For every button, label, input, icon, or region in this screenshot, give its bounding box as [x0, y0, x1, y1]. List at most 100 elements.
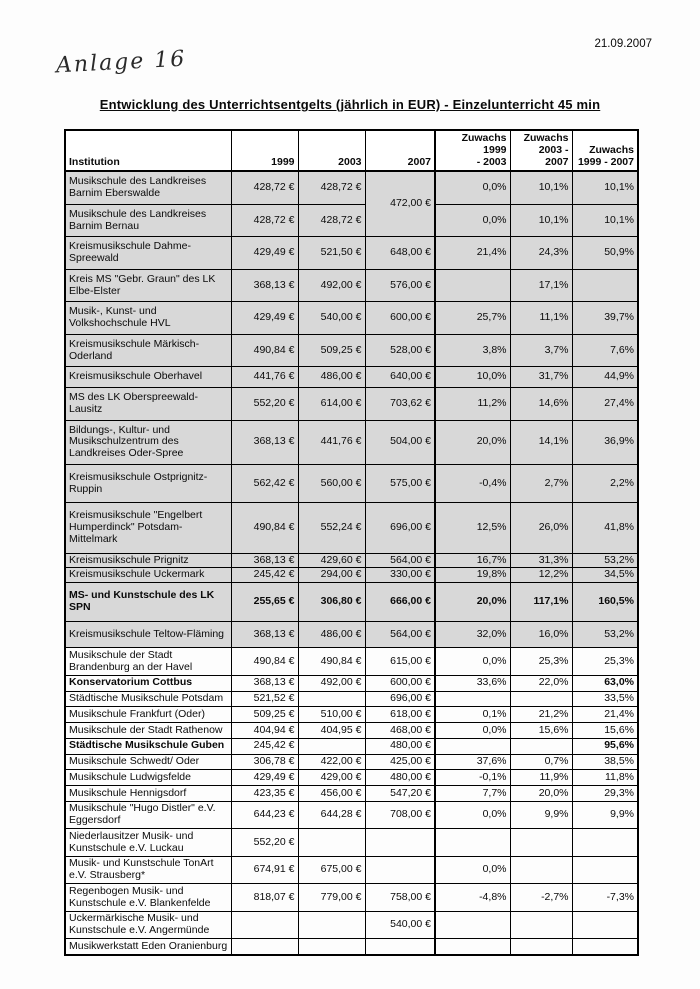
value-2007-cell: 575,00 € [364, 463, 436, 504]
growth-1999-2007-cell: 10,1% [571, 203, 639, 238]
value-1999-cell: 368,13 € [230, 268, 299, 303]
value-1999-cell: 521,52 € [230, 690, 299, 708]
value-2007-cell: 330,00 € [364, 567, 436, 583]
growth-1999-2003-cell [434, 910, 511, 940]
value-2003-cell [297, 828, 366, 857]
value-2007-cell [364, 855, 436, 885]
institution-cell: Musikschule Ludwigsfelde [64, 769, 232, 786]
value-1999-cell: 429,49 € [230, 301, 299, 335]
growth-2003-2007-cell: 9,9% [509, 800, 573, 830]
institution-cell: Musikschule Schwedt/ Oder [64, 753, 232, 771]
institution-cell: Musik-, Kunst- und Volkshochschule HVL [64, 301, 232, 335]
value-2007-cell: 696,00 € [364, 690, 436, 708]
value-2007-cell: 703,62 € [364, 387, 436, 421]
institution-cell: Kreismusikschule Ostprignitz-Ruppin [64, 463, 232, 504]
table-row: Kreismusikschule "Engelbert Humperdinck"… [64, 502, 639, 554]
value-2003-cell: 294,00 € [297, 567, 366, 583]
value-1999-cell: 428,72 € [230, 203, 299, 238]
value-2003-cell: 429,00 € [297, 769, 366, 786]
growth-2003-2007-cell [509, 910, 573, 940]
value-1999-cell: 245,42 € [230, 567, 299, 583]
institution-cell: Musikschule "Hugo Distler" e.V. Eggersdo… [64, 800, 232, 830]
growth-1999-2003-cell [434, 268, 511, 303]
growth-2003-2007-cell: 11,9% [509, 769, 573, 786]
value-2007-cell: 547,20 € [364, 785, 436, 802]
institution-cell: Kreismusikschule Prignitz [64, 552, 232, 569]
value-2007-cell: 576,00 € [364, 268, 436, 303]
value-2007-cell: 618,00 € [364, 706, 436, 723]
table-row: Kreismusikschule Märkisch-Oderland 490,84… [64, 333, 639, 368]
value-2003-cell: 614,00 € [297, 387, 366, 421]
value-2003-cell: 429,60 € [297, 552, 366, 569]
value-2007-cell: 648,00 € [364, 236, 436, 270]
value-2003-cell: 428,72 € [297, 203, 366, 238]
growth-1999-2003-cell: 11,2% [434, 387, 511, 421]
value-2003-cell: 521,50 € [297, 236, 366, 270]
growth-1999-2007-cell: 36,9% [571, 419, 639, 465]
growth-1999-2007-cell [571, 268, 639, 303]
value-2007-cell: 564,00 € [364, 620, 436, 649]
value-2007-cell: 468,00 € [364, 722, 436, 739]
table-row: Kreismusikschule Ostprignitz-Ruppin 562,4… [64, 463, 639, 504]
value-1999-cell: 562,42 € [230, 463, 299, 504]
table-row: Musikschule der Stadt Brandenburg an der… [64, 647, 639, 676]
value-2003-cell: 490,84 € [297, 647, 366, 676]
value-2003-cell: 456,00 € [297, 785, 366, 802]
value-2003-cell [297, 690, 366, 708]
growth-2003-2007-cell: 117,1% [509, 582, 573, 622]
value-1999-cell: 674,91 € [230, 855, 299, 885]
institution-cell: Kreis MS "Gebr. Graun" des LK Elbe-Elste… [64, 268, 232, 303]
growth-1999-2003-cell: 10,0% [434, 366, 511, 388]
institution-cell: MS- und Kunstschule des LK SPN [64, 582, 232, 622]
value-2007-cell: 540,00 € [364, 910, 436, 940]
table-row: Musikschule Frankfurt (Oder) 509,25 €510,… [64, 706, 639, 723]
value-1999-cell: 368,13 € [230, 620, 299, 649]
growth-2003-2007-cell [509, 938, 573, 956]
table-row: Städtische Musikschule Potsdam 521,52 € 69… [64, 690, 639, 708]
value-2007-cell: 708,00 € [364, 800, 436, 830]
institution-cell: Städtische Musikschule Guben [64, 737, 232, 755]
header-zuwachs-1999-2003-line1: Zuwachs 1999 [461, 132, 507, 156]
value-2003-cell: 644,28 € [297, 800, 366, 830]
growth-1999-2007-cell: 11,8% [571, 769, 639, 786]
value-2003-cell: 486,00 € [297, 366, 366, 388]
value-2007-cell: 472,00 € [364, 170, 436, 238]
growth-2003-2007-cell: 3,7% [509, 333, 573, 368]
header-zuwachs-1999-2003-line2: - 2003 [476, 155, 507, 168]
growth-1999-2007-cell [571, 828, 639, 857]
growth-1999-2007-cell: 10,1% [571, 170, 639, 205]
growth-1999-2003-cell: 32,0% [434, 620, 511, 649]
value-2003-cell: 560,00 € [297, 463, 366, 504]
growth-2003-2007-cell: 11,1% [509, 301, 573, 335]
value-2007-cell: 615,00 € [364, 647, 436, 676]
value-2003-cell: 492,00 € [297, 268, 366, 303]
value-1999-cell: 368,13 € [230, 552, 299, 569]
growth-1999-2007-cell [571, 855, 639, 885]
growth-1999-2003-cell: 20,0% [434, 419, 511, 465]
value-2007-cell: 666,00 € [364, 582, 436, 622]
value-1999-cell: 306,78 € [230, 753, 299, 771]
page-title: Entwicklung des Unterrichtsentgelts (jäh… [99, 97, 601, 112]
value-1999-cell: 404,94 € [230, 722, 299, 739]
table-row: Kreismusikschule Teltow-Fläming 368,13 €4… [64, 620, 639, 649]
growth-1999-2007-cell [571, 910, 639, 940]
value-2007-cell: 425,00 € [364, 753, 436, 771]
growth-1999-2003-cell: 37,6% [434, 753, 511, 771]
value-2003-cell: 492,00 € [297, 674, 366, 692]
growth-1999-2003-cell: 0,0% [434, 647, 511, 676]
value-1999-cell: 490,84 € [230, 333, 299, 368]
growth-2003-2007-cell: 16,0% [509, 620, 573, 649]
growth-1999-2007-cell [571, 938, 639, 956]
table-row: Musikwerkstatt Eden Oranienburg [64, 938, 639, 956]
institution-cell: Kreismusikschule Oberhavel [64, 366, 232, 388]
header-institution: Institution [64, 129, 232, 173]
table-row: Musikschule Ludwigsfelde 429,49 €429,00 €… [64, 769, 639, 786]
header-row: Institution 1999 2003 2007 Zuwachs 1999 … [64, 129, 639, 173]
table-row: Musikschule Hennigsdorf 423,35 €456,00 €5… [64, 785, 639, 802]
value-2003-cell: 306,80 € [297, 582, 366, 622]
institution-cell: Musik- und Kunstschule TonArt e.V. Strau… [64, 855, 232, 885]
growth-1999-2007-cell: 44,9% [571, 366, 639, 388]
value-2007-cell [364, 938, 436, 956]
growth-2003-2007-cell: 25,3% [509, 647, 573, 676]
